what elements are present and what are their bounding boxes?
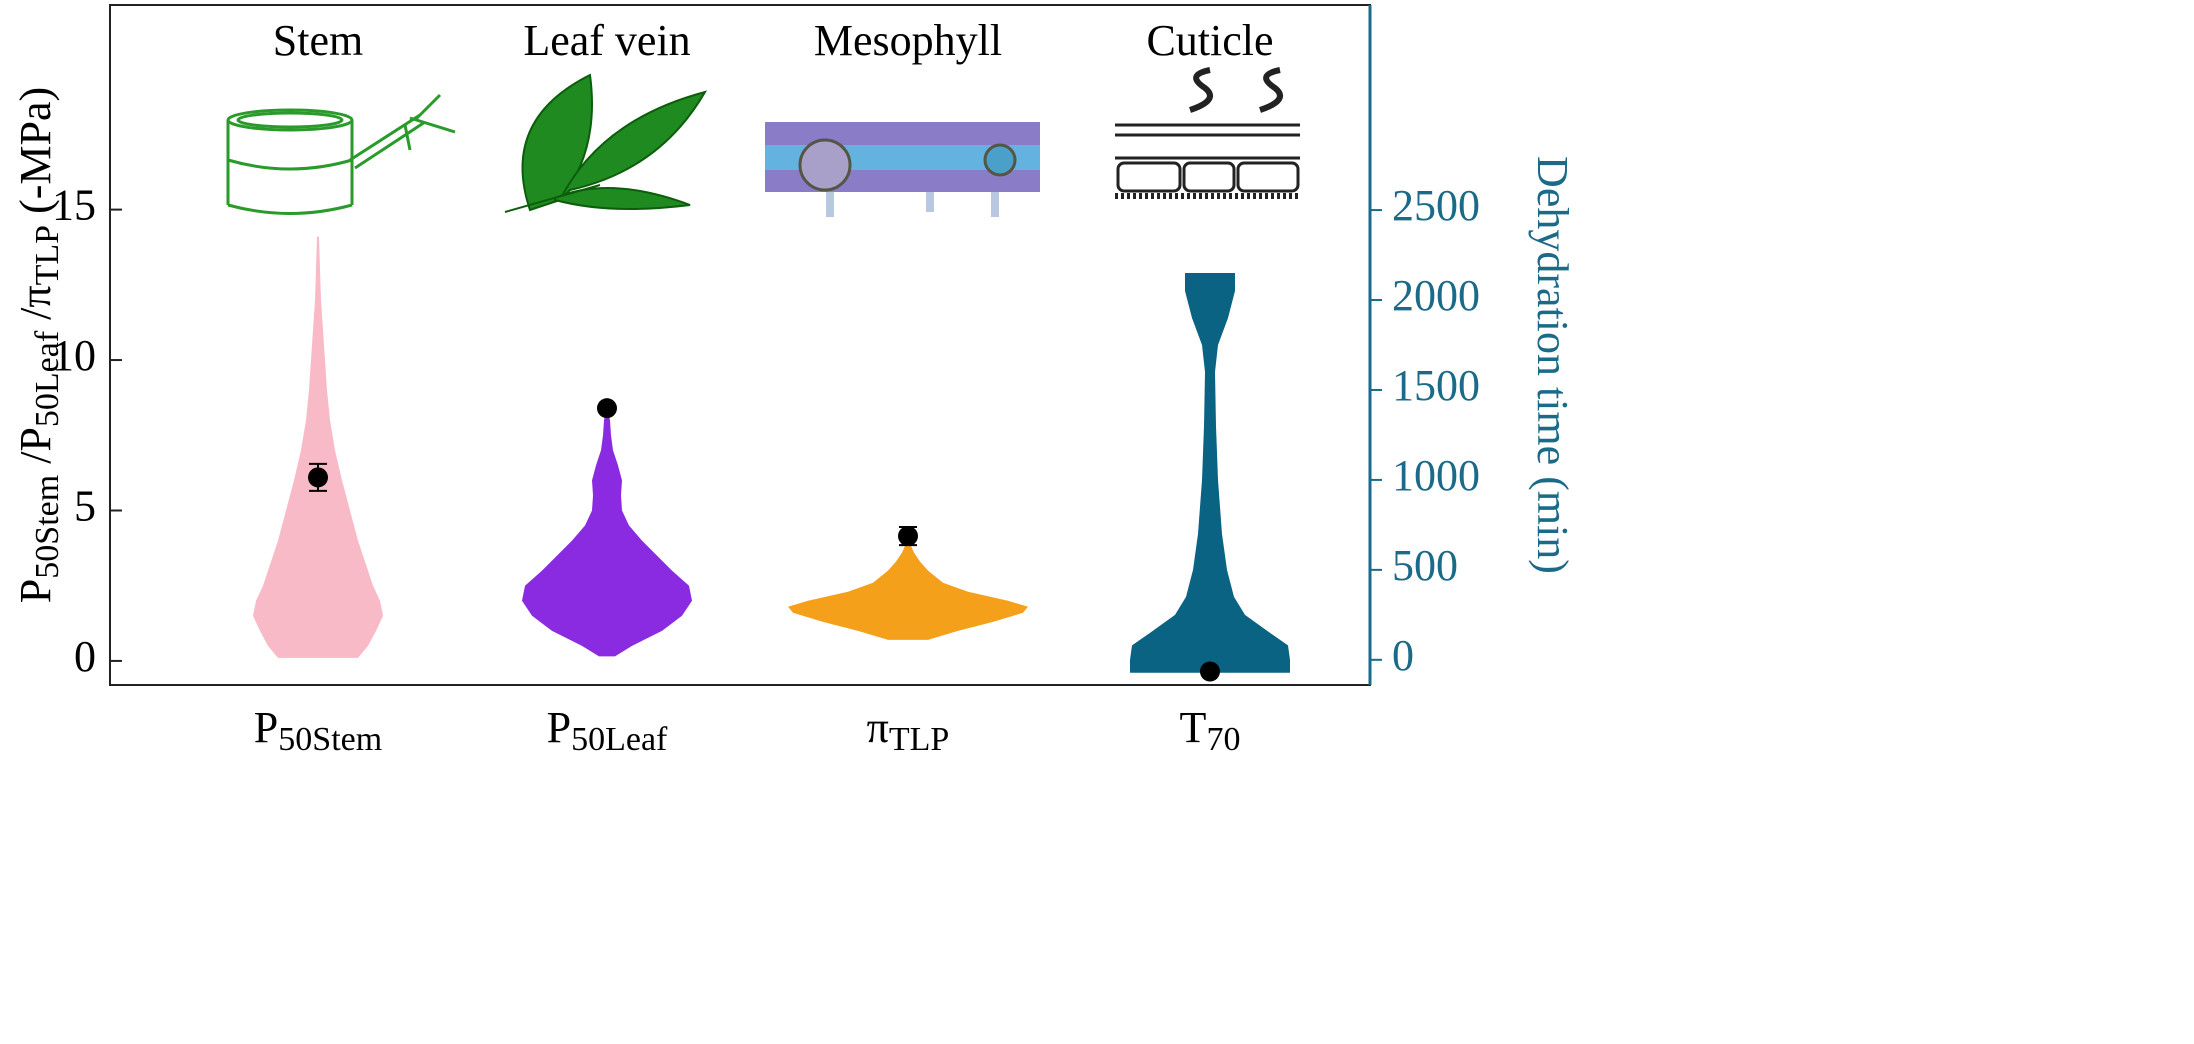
y-tick-label: 15	[52, 181, 96, 230]
x-tick-label: P50Leaf	[547, 703, 668, 758]
panel-title: Leaf vein	[523, 16, 690, 65]
y-tick-label: 5	[74, 482, 96, 531]
subscript: 70	[1206, 721, 1240, 758]
subscript: 50Leaf	[571, 721, 668, 758]
y2-tick-label: 1500	[1392, 361, 1480, 410]
y2-tick-label: 500	[1392, 541, 1458, 590]
violin	[253, 236, 383, 658]
label-part: (-MPa)	[11, 87, 60, 225]
y2-axis-label: Dehydration time (min)	[1528, 156, 1577, 574]
panel-title: Cuticle	[1146, 16, 1273, 65]
y2-tick-label: 2500	[1392, 181, 1480, 230]
label-part: /π	[11, 285, 60, 330]
stem-icon	[226, 93, 456, 215]
cuticle-icon	[1115, 67, 1300, 199]
x-tick-label: πTLP	[867, 703, 950, 758]
label-part: P	[254, 703, 278, 752]
y2-tick-label: 2000	[1392, 271, 1480, 320]
y2-tick-label: 1000	[1392, 451, 1480, 500]
mean-point	[308, 467, 328, 488]
y-tick-label: 10	[52, 331, 96, 380]
y-axis-label: P50Stem /P50Leaf /πTLP (-MPa)	[11, 87, 66, 603]
label-part: /P	[11, 427, 60, 475]
mean-point	[597, 398, 617, 419]
x-tick-label: T70	[1180, 703, 1241, 758]
leaf-icon	[504, 73, 708, 213]
subscript: TLP	[29, 225, 66, 285]
panel-title: Mesophyll	[814, 16, 1002, 65]
panel-title: Stem	[273, 16, 363, 65]
violin	[1130, 273, 1290, 673]
label-part: P	[11, 579, 60, 603]
y2-tick-label: 0	[1392, 631, 1414, 680]
subscript: 50Leaf	[29, 330, 66, 427]
subscript: 50Stem	[278, 721, 382, 758]
mesophyll-icon	[765, 122, 1040, 217]
x-tick-label: P50Stem	[254, 703, 382, 758]
y-tick-label: 0	[74, 632, 96, 681]
violin	[522, 411, 692, 657]
label-part: T	[1180, 703, 1207, 752]
mean-point	[1200, 661, 1220, 682]
mean-point	[898, 526, 918, 547]
label-part: π	[867, 703, 889, 752]
subscript: TLP	[889, 721, 949, 758]
subscript: 50Stem	[29, 475, 66, 579]
label-part: P	[547, 703, 571, 752]
violin	[788, 543, 1028, 640]
